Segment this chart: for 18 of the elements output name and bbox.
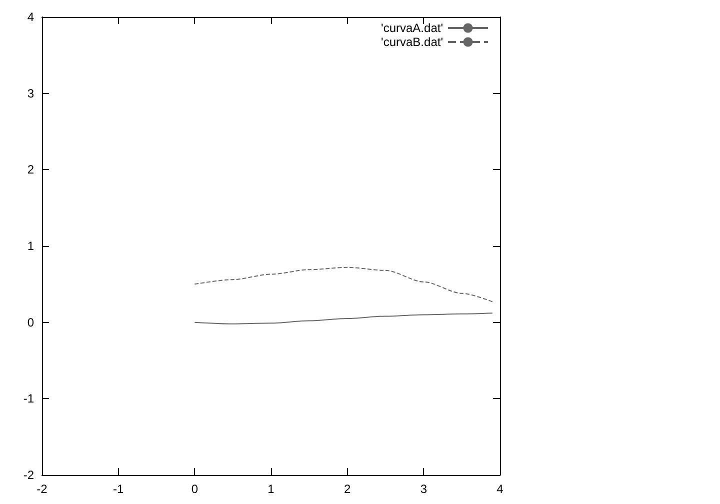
y-tick-label: 3 <box>27 86 34 100</box>
x-tick-label: 4 <box>496 482 504 496</box>
y-tick-label: 4 <box>27 10 34 24</box>
y-tick-label: -2 <box>23 468 34 482</box>
y-tick-label: 1 <box>27 239 34 253</box>
line-series <box>194 312 493 324</box>
x-tick-label: 2 <box>344 482 351 496</box>
x-tick-label: 1 <box>268 482 275 496</box>
line-series <box>194 266 493 302</box>
y-tick-label: 2 <box>27 162 34 177</box>
y-tick-label: -1 <box>23 392 34 406</box>
x-tick-label: -1 <box>112 482 124 496</box>
x-tick-label: 3 <box>420 482 428 496</box>
x-tick-label: 0 <box>191 482 198 496</box>
legend-label: 'curvaB.dat' <box>381 35 443 49</box>
legend-label: 'curvaA.dat' <box>381 21 443 35</box>
y-tick-label: 0 <box>27 315 34 330</box>
x-tick-label: -2 <box>36 482 48 496</box>
